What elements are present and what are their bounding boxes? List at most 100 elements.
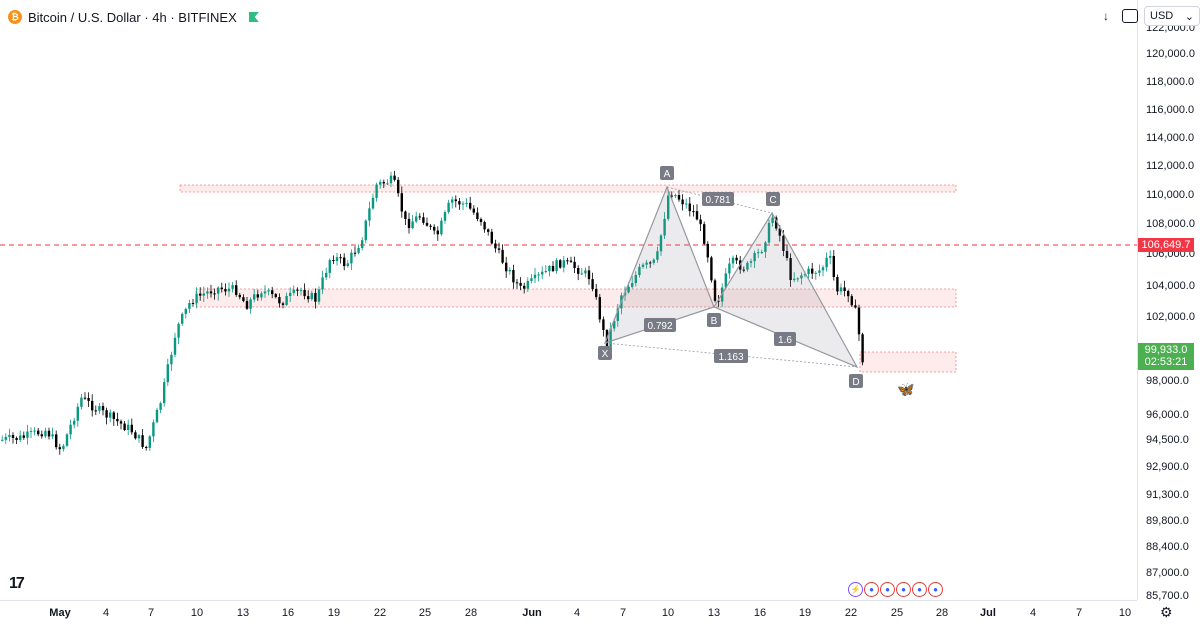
candle-body — [357, 247, 360, 253]
candle-body — [850, 296, 853, 306]
price-tick: 98,000.0 — [1146, 375, 1189, 387]
candle-body — [519, 282, 522, 286]
candle-body — [782, 235, 785, 251]
pattern-ratio-label: 0.781 — [705, 195, 730, 206]
candle-body — [573, 261, 576, 268]
price-tick: 104,000.0 — [1146, 280, 1195, 292]
candle-body — [94, 410, 97, 412]
snapshot-icon[interactable] — [1122, 9, 1138, 23]
candle-body — [731, 257, 735, 264]
currency-selector[interactable]: USD ⌄ — [1144, 6, 1200, 26]
candle-body — [854, 305, 857, 308]
candle-body — [789, 258, 792, 281]
candle-body — [181, 313, 184, 324]
candle-body — [263, 291, 267, 294]
candle-body — [245, 301, 249, 309]
candle-body — [29, 431, 33, 433]
events-row: ⚡ ● ● ● ● ● — [848, 582, 943, 597]
candle-body — [861, 334, 864, 363]
tradingview-logo[interactable]: 17 — [9, 575, 25, 592]
us-flag-event-icon[interactable]: ● — [928, 582, 943, 597]
pattern-point-label-bg — [660, 166, 674, 180]
lightning-event-icon[interactable]: ⚡ — [848, 582, 863, 597]
candle-body — [778, 228, 781, 236]
candle-body — [188, 302, 191, 309]
symbol-title[interactable]: Bitcoin / U.S. Dollar · 4h · BITFINEX — [28, 9, 237, 25]
candle-body — [533, 274, 537, 279]
candle-body — [213, 293, 216, 295]
price-tick: 88,400.0 — [1146, 541, 1189, 553]
price-tick: 110,000.0 — [1146, 189, 1195, 201]
candle-body — [379, 181, 382, 185]
candle-body — [785, 250, 789, 259]
download-icon[interactable]: ↓ — [1103, 9, 1109, 23]
candle-body — [19, 435, 22, 441]
gear-icon[interactable]: ⚙ — [1160, 604, 1173, 620]
chart-area[interactable]: X A B C D 0.792 0.781 1.6 1.163 — [0, 0, 1137, 600]
candle-body — [458, 201, 461, 205]
candle-body — [609, 328, 612, 347]
candle-body — [580, 273, 583, 275]
us-flag-event-icon[interactable]: ● — [880, 582, 895, 597]
resistance-support-zone[interactable] — [195, 288, 957, 308]
time-axis[interactable]: May 4 7 10 13 16 19 22 25 28 Jun 4 7 10 13 16 19 22 25 28 Ju… — [0, 600, 1137, 626]
candle-body — [393, 175, 396, 180]
candle-body — [40, 434, 43, 437]
resistance-support-zone[interactable] — [859, 351, 957, 373]
time-tick: 19 — [798, 607, 812, 619]
candle-body — [346, 263, 349, 267]
candle-body — [227, 288, 231, 292]
candle-body — [130, 424, 133, 433]
us-flag-event-icon[interactable]: ● — [864, 582, 879, 597]
alert-price-label[interactable]: 106,649.7 — [1138, 238, 1194, 252]
price-chart[interactable]: X A B C D 0.792 0.781 1.6 1.163 — [0, 0, 1137, 600]
price-axis[interactable]: 122,000.0 120,000.0 118,000.0 116,000.0 114,… — [1137, 0, 1200, 602]
candle-body — [98, 405, 101, 411]
candle-body — [404, 211, 407, 219]
time-tick: 25 — [418, 607, 432, 619]
pattern-ratio-bg — [644, 318, 676, 332]
candle-body — [555, 260, 558, 272]
candle-body — [461, 203, 465, 205]
us-flag-event-icon[interactable]: ● — [912, 582, 927, 597]
candle-body — [159, 403, 162, 410]
candle-body — [152, 422, 155, 437]
butterfly-icon: 🦋 — [897, 381, 915, 397]
candle-body — [602, 319, 605, 330]
candle-body — [836, 277, 839, 292]
pattern-point-label-bg — [766, 192, 780, 206]
candle-body — [173, 337, 177, 355]
candle-body — [11, 434, 15, 438]
candle-body — [26, 431, 29, 438]
price-tick: 91,300.0 — [1146, 489, 1189, 501]
candle-body — [209, 291, 213, 294]
candle-body — [148, 436, 151, 448]
candle-body — [767, 222, 771, 243]
candle-body — [436, 230, 439, 235]
candle-body — [389, 175, 393, 184]
bitcoin-icon: ₿ — [8, 10, 22, 24]
candle-body — [278, 297, 281, 304]
candle-body — [613, 320, 616, 329]
candle-body — [271, 290, 274, 295]
candle-body — [724, 273, 727, 288]
price-tick: 94,500.0 — [1146, 434, 1189, 446]
price-tick: 116,000.0 — [1146, 104, 1195, 116]
time-tick: 19 — [327, 607, 341, 619]
candle-body — [659, 235, 663, 252]
price-tick: 96,000.0 — [1146, 409, 1189, 421]
candle-body — [260, 293, 263, 298]
candle-body — [425, 222, 429, 226]
candle-body — [353, 252, 357, 254]
candle-body — [742, 269, 745, 271]
pattern-point-label: B — [711, 316, 718, 327]
candle-body — [465, 202, 468, 204]
candle-body — [321, 277, 324, 290]
us-flag-event-icon[interactable]: ● — [896, 582, 911, 597]
resistance-support-zone[interactable] — [179, 184, 957, 193]
time-tick: 16 — [281, 607, 295, 619]
candle-body — [112, 412, 115, 419]
candle-body — [123, 423, 126, 431]
candle-body — [569, 260, 573, 262]
pattern-point-label: A — [664, 169, 671, 180]
